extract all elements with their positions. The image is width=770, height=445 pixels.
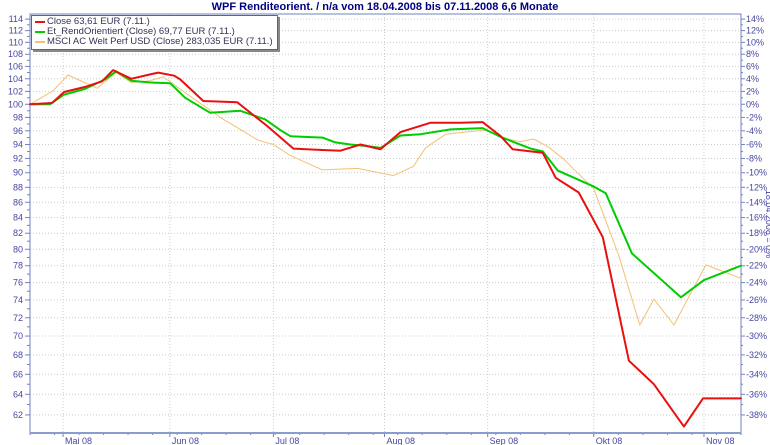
y-left-tick-label: 110 xyxy=(9,37,23,47)
y-right-tick-label: -18% xyxy=(746,228,767,238)
y-right-tick-label: -22% xyxy=(746,261,767,271)
y-left-tick-label: 96 xyxy=(13,126,23,136)
y-right-tick-label: -12% xyxy=(746,182,767,192)
msci-series-swatch xyxy=(35,41,45,43)
rendorientiert-series-swatch xyxy=(35,31,45,33)
close-series-swatch xyxy=(35,21,45,23)
legend-item-rendorientiert: Et_RendOrientiert (Close) 69,77 EUR (7.1… xyxy=(34,27,273,37)
y-right-tick-label: -2% xyxy=(746,112,762,122)
legend-label: MSCI AC Welt Perf USD (Close) 283,035 EU… xyxy=(47,36,273,47)
y-right-tick-label: -4% xyxy=(746,126,762,136)
y-left-tick-label: 94 xyxy=(13,139,23,149)
y-right-tick-label: 8% xyxy=(746,49,759,59)
y-right-tick-label: 0% xyxy=(746,99,759,109)
x-month-label: Okt 08 xyxy=(596,436,623,445)
legend: Close 63,61 EUR (7.11.) Et_RendOrientier… xyxy=(31,15,278,50)
y-right-axis-title: 18.04.2008 = 0% xyxy=(764,190,770,258)
legend-item-msci: MSCI AC Welt Perf USD (Close) 283,035 EU… xyxy=(34,37,273,47)
series-line-et-rendorientiert xyxy=(29,70,742,299)
y-right-tick-label: -30% xyxy=(746,331,767,341)
y-left-tick-label: 80 xyxy=(13,244,23,254)
y-right-tick-label: -26% xyxy=(746,295,767,305)
y-right-tick-label: -36% xyxy=(746,389,767,399)
y-right-tick-label: -34% xyxy=(746,369,767,379)
y-right-tick-label: 4% xyxy=(746,74,759,84)
y-right-tick-label: -38% xyxy=(746,410,767,420)
y-right-tick-label: -32% xyxy=(746,350,767,360)
chart-title: WPF Renditeorient. / n/a vom 18.04.2008 … xyxy=(211,1,559,13)
y-left-tick-label: 84 xyxy=(13,213,23,223)
y-left-tick-label: 72 xyxy=(13,313,23,323)
x-month-label: Jul 08 xyxy=(275,436,299,445)
y-left-tick-label: 70 xyxy=(13,331,23,341)
y-left-tick-label: 74 xyxy=(13,295,23,305)
y-left-tick-label: 98 xyxy=(13,112,23,122)
y-left-tick-label: 88 xyxy=(13,182,23,192)
y-left-tick-label: 100 xyxy=(8,99,23,109)
y-right-tick-label: -28% xyxy=(746,313,767,323)
x-month-label: Sep 08 xyxy=(490,436,519,445)
y-right-tick-label: 6% xyxy=(746,61,759,71)
y-left-tick-label: 64 xyxy=(13,389,23,399)
x-month-label: Aug 08 xyxy=(387,436,416,445)
y-right-tick-label: 2% xyxy=(746,86,759,96)
y-right-tick-label: -20% xyxy=(746,244,767,254)
y-left-tick-label: 78 xyxy=(13,261,23,271)
legend-label: Close 63,61 EUR (7.11.) xyxy=(47,16,150,27)
y-right-tick-label: -24% xyxy=(746,278,767,288)
legend-label: Et_RendOrientiert (Close) 69,77 EUR (7.1… xyxy=(47,26,235,37)
x-month-label: Nov 08 xyxy=(706,436,735,445)
y-right-tick-label: -10% xyxy=(746,168,767,178)
x-month-label: Jun 08 xyxy=(172,436,199,445)
y-right-tick-label: -6% xyxy=(746,139,762,149)
y-left-tick-label: 104 xyxy=(8,74,23,84)
y-right-tick-label: 12% xyxy=(746,26,764,36)
y-left-tick-label: 86 xyxy=(13,197,23,207)
y-right-tick-label: -14% xyxy=(746,197,767,207)
y-left-tick-label: 68 xyxy=(13,350,23,360)
y-left-tick-label: 82 xyxy=(13,228,23,238)
y-left-tick-label: 62 xyxy=(13,410,23,420)
y-left-tick-label: 66 xyxy=(13,369,23,379)
y-left-tick-label: 90 xyxy=(13,168,23,178)
y-left-tick-label: 92 xyxy=(13,153,23,163)
legend-item-close: Close 63,61 EUR (7.11.) xyxy=(34,17,273,27)
y-right-tick-label: 10% xyxy=(746,37,764,47)
y-left-tick-label: 108 xyxy=(8,49,23,59)
series-line-msci-ac-welt-perf-usd xyxy=(29,72,742,326)
y-right-tick-label: -8% xyxy=(746,153,762,163)
y-left-tick-label: 114 xyxy=(9,14,23,24)
y-left-tick-label: 76 xyxy=(13,278,23,288)
y-left-tick-label: 112 xyxy=(9,26,23,36)
y-right-tick-label: -16% xyxy=(746,213,767,223)
series-line-close xyxy=(29,69,742,428)
y-right-tick-label: 14% xyxy=(746,14,764,24)
y-left-tick-label: 106 xyxy=(8,61,23,71)
y-left-tick-label: 102 xyxy=(8,86,23,96)
x-month-label: Mai 08 xyxy=(65,436,92,445)
